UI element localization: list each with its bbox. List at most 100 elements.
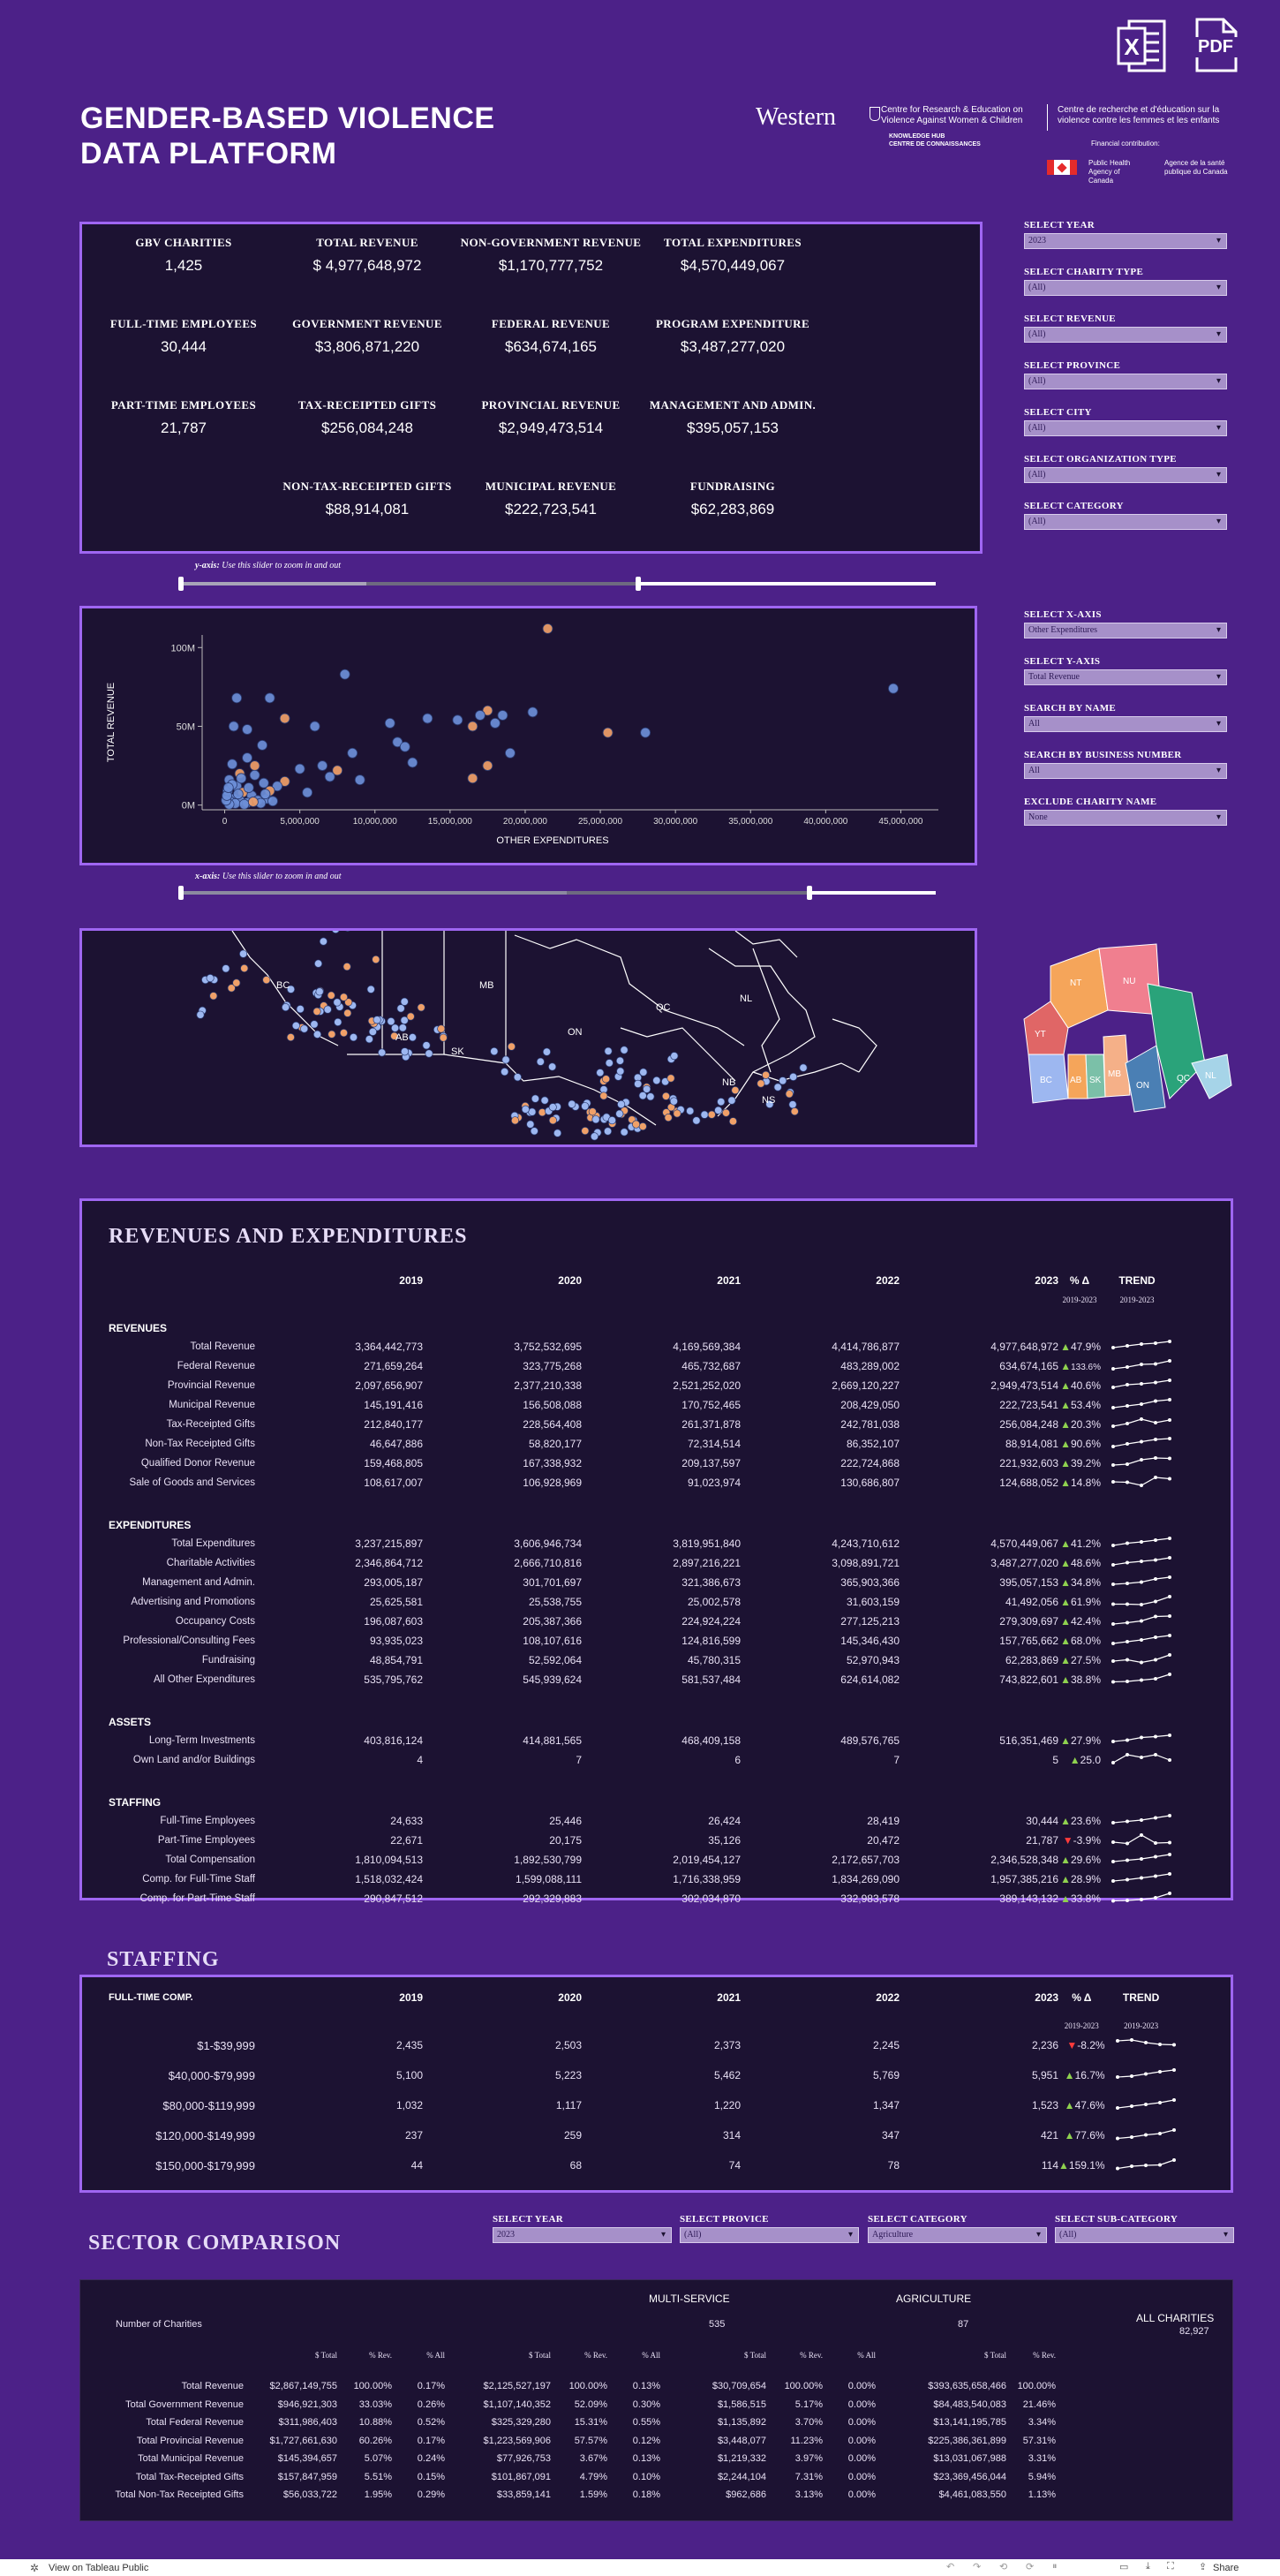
filter-dropdown[interactable]: (All) [1024, 514, 1227, 530]
map-point[interactable] [373, 1016, 381, 1024]
map-point[interactable] [538, 1108, 546, 1117]
slider-max-handle[interactable] [806, 886, 812, 900]
filter-dropdown[interactable]: (All) [680, 2227, 859, 2243]
map-point[interactable] [390, 1031, 399, 1040]
map-point[interactable] [286, 1033, 295, 1042]
data-point[interactable] [347, 747, 358, 759]
map-point[interactable] [227, 984, 236, 993]
map-point[interactable] [590, 1132, 599, 1141]
map-point[interactable] [400, 1047, 410, 1056]
map-point[interactable] [728, 1117, 738, 1126]
map-point[interactable] [661, 1092, 671, 1100]
data-point[interactable] [247, 797, 259, 807]
data-point[interactable] [542, 623, 553, 634]
filter-dropdown[interactable]: (All) [1024, 420, 1227, 436]
data-point[interactable] [497, 710, 508, 721]
data-point[interactable] [260, 789, 271, 800]
filter-dropdown[interactable]: All [1024, 716, 1227, 732]
province-shape[interactable] [1023, 1001, 1069, 1055]
map-point[interactable] [540, 1096, 549, 1105]
map-point[interactable] [620, 1046, 629, 1054]
map-point[interactable] [717, 1098, 726, 1107]
view-on-tableau-link[interactable]: View on Tableau Public [49, 2563, 149, 2573]
map-point[interactable] [646, 1092, 655, 1101]
map-point[interactable] [521, 1105, 530, 1114]
data-point[interactable] [392, 737, 403, 748]
data-point[interactable] [267, 796, 278, 807]
data-point[interactable] [888, 683, 899, 694]
map-point[interactable] [334, 1017, 343, 1026]
fullscreen-icon[interactable]: ⛶ [1167, 2561, 1174, 2572]
map-point[interactable] [232, 978, 241, 987]
map-point[interactable] [372, 955, 380, 964]
map-point[interactable] [692, 1116, 701, 1125]
data-point[interactable] [242, 724, 252, 735]
map-point[interactable] [638, 1122, 647, 1131]
data-point[interactable] [272, 781, 283, 792]
map-point[interactable] [490, 1046, 499, 1056]
pdf-icon[interactable]: PDF [1190, 16, 1241, 74]
map-point[interactable] [339, 1029, 349, 1038]
map-point[interactable] [328, 1030, 336, 1039]
map-point[interactable] [670, 1052, 679, 1061]
map-point[interactable] [638, 1092, 647, 1100]
map-point[interactable] [501, 1068, 509, 1076]
device-layout-icon[interactable]: ▭ [1119, 2562, 1129, 2572]
filter-dropdown[interactable]: Other Expenditures [1024, 623, 1227, 638]
refresh-icon[interactable]: ⟳ [1026, 2562, 1035, 2572]
map-point[interactable] [588, 1107, 597, 1116]
map-point[interactable] [396, 1004, 405, 1013]
filter-dropdown[interactable]: (All) [1055, 2227, 1234, 2243]
filter-dropdown[interactable]: All [1024, 763, 1227, 779]
map-point[interactable] [366, 985, 375, 993]
map-point[interactable] [664, 1114, 673, 1122]
map-point[interactable] [581, 1102, 590, 1111]
map-point[interactable] [531, 1094, 539, 1103]
map-point[interactable] [757, 1079, 765, 1088]
map-point[interactable] [785, 1090, 794, 1099]
map-point[interactable] [599, 1092, 608, 1100]
data-point[interactable] [242, 752, 252, 764]
map-point[interactable] [510, 1116, 520, 1125]
data-point[interactable] [238, 798, 250, 810]
province-shape[interactable] [1191, 1054, 1232, 1099]
map-point[interactable] [391, 1024, 400, 1032]
map-point[interactable] [789, 1072, 798, 1081]
map-point[interactable] [548, 1103, 557, 1112]
x-axis-zoom-slider[interactable] [178, 886, 936, 900]
map-point[interactable] [315, 987, 324, 996]
data-point[interactable] [294, 763, 305, 774]
data-point[interactable] [467, 721, 478, 732]
data-point[interactable] [482, 760, 493, 771]
data-point[interactable] [467, 773, 478, 784]
map-point[interactable] [620, 1128, 629, 1137]
map-point[interactable] [721, 1108, 731, 1117]
map-point[interactable] [400, 1016, 409, 1024]
data-point[interactable] [527, 706, 538, 718]
map-point[interactable] [282, 1003, 290, 1012]
map-point[interactable] [425, 1049, 433, 1058]
map-point[interactable] [666, 1074, 675, 1083]
map-point[interactable] [343, 1008, 352, 1017]
map-point[interactable] [762, 1070, 771, 1079]
redo-icon[interactable]: ↷ [973, 2562, 982, 2572]
slider-min-handle[interactable] [178, 886, 184, 900]
filter-dropdown[interactable]: 2023 [493, 2227, 672, 2243]
map-point[interactable] [536, 1057, 545, 1066]
map-point[interactable] [707, 1110, 716, 1119]
map-point[interactable] [605, 1059, 614, 1068]
map-point[interactable] [686, 1107, 695, 1115]
map-point[interactable] [765, 1099, 774, 1108]
map-point[interactable] [240, 963, 249, 973]
filter-dropdown[interactable]: (All) [1024, 374, 1227, 389]
map-point[interactable] [296, 1005, 305, 1014]
map-point[interactable] [439, 1033, 448, 1042]
map-point[interactable] [314, 959, 323, 968]
filter-dropdown[interactable]: Agriculture [868, 2227, 1047, 2243]
data-point[interactable] [249, 760, 260, 771]
map-point[interactable] [262, 976, 271, 985]
pause-icon[interactable]: ⏸ [1052, 2561, 1058, 2572]
map-point[interactable] [327, 991, 335, 1000]
y-axis-zoom-slider[interactable] [178, 577, 936, 591]
map-point[interactable] [513, 1073, 522, 1082]
